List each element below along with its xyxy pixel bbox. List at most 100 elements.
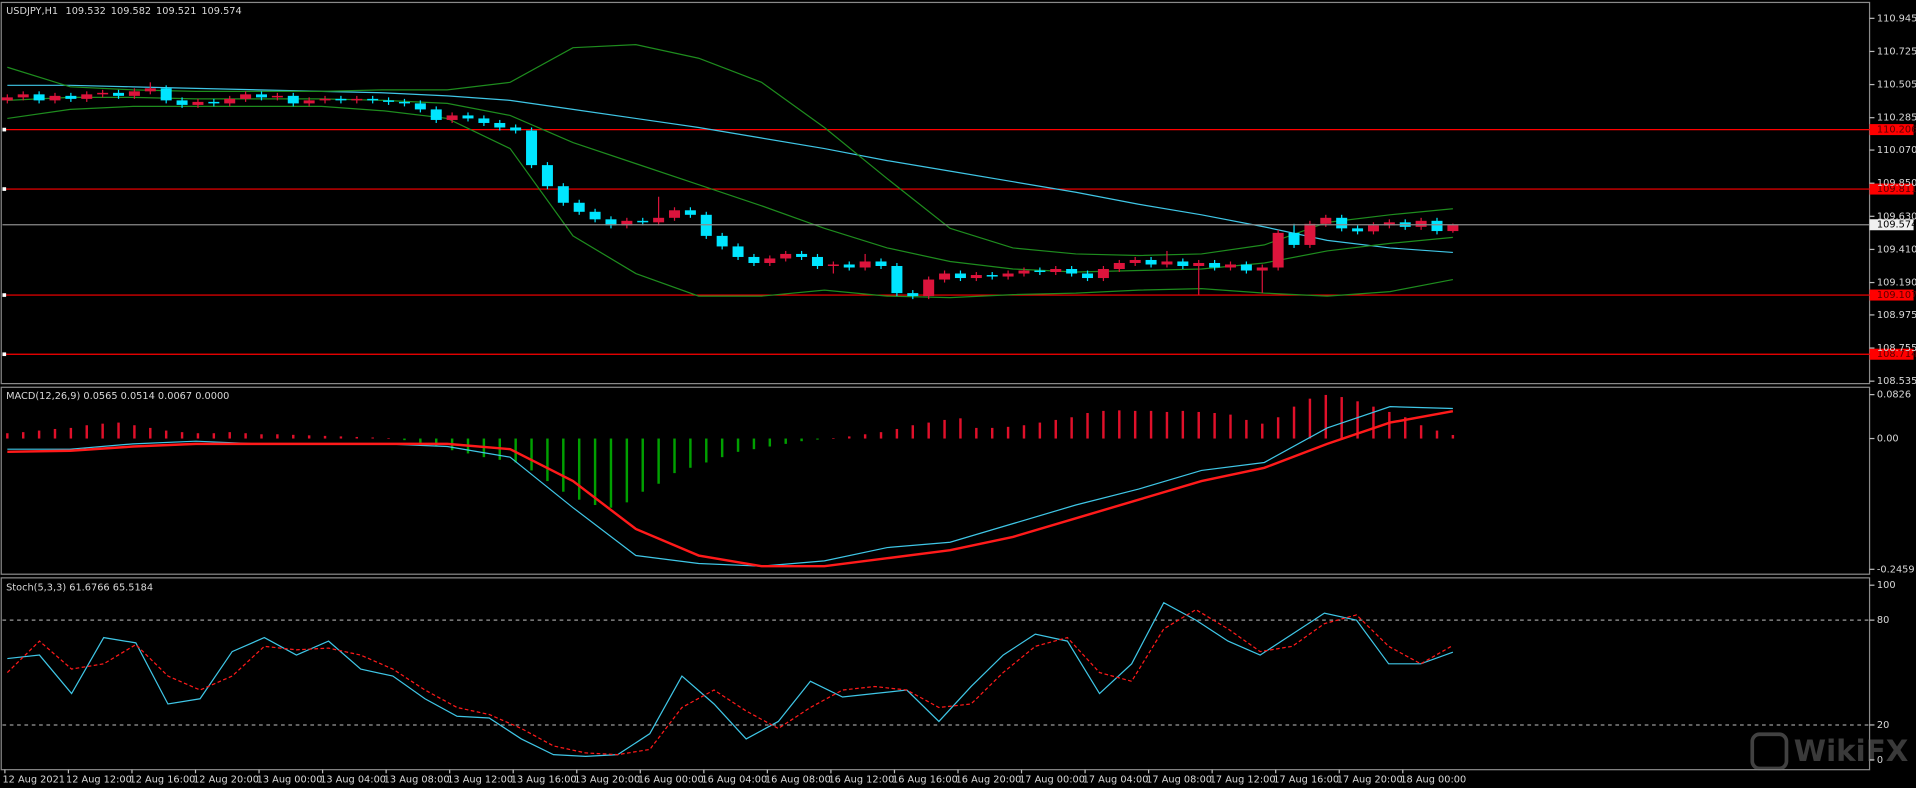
histogram-bar [975, 427, 978, 439]
histogram-bar [403, 438, 406, 441]
watermark-icon [1750, 732, 1789, 771]
candle-body [192, 101, 204, 105]
current-price-label: 109.574 [1877, 220, 1916, 231]
candle-body [383, 100, 395, 102]
candle-body [907, 293, 919, 297]
y-tick-label: 20 [1877, 720, 1889, 731]
candle-body [891, 265, 903, 294]
candle-body [796, 253, 808, 257]
candle-body [17, 94, 29, 98]
candle-body [1066, 269, 1078, 274]
candle-body [1, 97, 13, 101]
candle-body [875, 261, 887, 266]
indicator-line [7, 601, 1454, 758]
histogram-bar [1388, 411, 1391, 439]
candle-body [1161, 261, 1173, 265]
candle-body [144, 88, 156, 92]
level-handle [2, 352, 7, 357]
candle-body [653, 217, 665, 223]
candle-body [1002, 273, 1014, 277]
stoch-title: Stoch(5,3,3) 61.6766 65.5184 [6, 583, 153, 594]
candle-body [398, 101, 410, 104]
candle-body [1415, 220, 1427, 227]
last-close: 109.574 [201, 6, 241, 17]
histogram-bar [784, 438, 787, 444]
candle-body [1256, 267, 1268, 271]
histogram-bar [562, 438, 565, 492]
y-tick-label: 108.755 [1877, 343, 1916, 354]
candle-body [510, 127, 522, 131]
candle-body [1288, 232, 1300, 245]
histogram-bar [164, 430, 168, 439]
x-tick-label: 13 Aug 16:00 [511, 774, 577, 785]
y-tick-label: 109.850 [1877, 178, 1916, 189]
candle-body [1304, 223, 1316, 245]
histogram-bar [959, 418, 962, 439]
candle-body [49, 95, 61, 101]
level-label-box [1869, 348, 1914, 360]
candle-body [541, 165, 553, 187]
candle-body [1209, 262, 1221, 268]
x-tick-label: 13 Aug 20:00 [574, 774, 640, 785]
histogram-bar [1197, 411, 1200, 439]
histogram-bar [1102, 410, 1105, 439]
histogram-bar [419, 438, 422, 443]
indicator-line [7, 84, 1453, 254]
histogram-bar [1451, 434, 1455, 439]
y-tick-label: 0 [1877, 755, 1883, 766]
level-label-box [1869, 124, 1914, 136]
histogram-bar [1419, 425, 1423, 439]
histogram-bar [37, 430, 41, 439]
candle-body [1050, 269, 1062, 273]
candle-body [939, 273, 951, 280]
histogram-bar [149, 427, 152, 439]
histogram-bar [244, 433, 247, 439]
x-tick-label: 12 Aug 20:00 [193, 774, 259, 785]
histogram-bar [1133, 410, 1137, 439]
stoch-panel-frame [0, 577, 1871, 771]
x-tick-label: 16 Aug 00:00 [638, 774, 704, 785]
candle-body [97, 92, 109, 95]
candle-body [1193, 262, 1205, 266]
candle-body [367, 98, 379, 101]
macd-title: MACD(12,26,9) 0.0565 0.0514 0.0067 0.000… [6, 391, 229, 402]
histogram-bar [53, 428, 57, 439]
candle-body [859, 261, 871, 268]
candle-body [1447, 224, 1459, 232]
histogram-bar [117, 422, 120, 439]
histogram-bar [1245, 419, 1248, 439]
candle-body [224, 98, 236, 104]
histogram-bar [101, 423, 104, 439]
candle-body [605, 219, 617, 226]
x-tick-label: 12 Aug 12:00 [66, 774, 132, 785]
histogram-bar [943, 419, 946, 439]
y-tick-label: 110.725 [1877, 46, 1916, 57]
histogram-bar [1356, 401, 1359, 439]
candle-body [33, 94, 45, 101]
histogram-bar [863, 434, 867, 439]
x-tick-label: 12 Aug 2021 [2, 774, 65, 785]
histogram-bar [848, 436, 851, 439]
histogram-bar [657, 438, 660, 484]
candle-body [1272, 232, 1284, 268]
histogram-bar [593, 438, 597, 506]
y-tick-label: 0.00 [1877, 434, 1899, 445]
histogram-bar [6, 433, 9, 439]
candle-body [160, 88, 172, 101]
histogram-bar [705, 438, 708, 463]
histogram-bar [1038, 422, 1042, 439]
x-tick-label: 17 Aug 12:00 [1210, 774, 1276, 785]
main-title: USDJPY,H1 109.532 109.582 109.521 109.574 [6, 6, 242, 17]
histogram-bar [800, 438, 803, 442]
y-tick-label: -0.2459 [1877, 564, 1915, 575]
x-tick-label: 17 Aug 20:00 [1337, 774, 1403, 785]
candle-body [478, 118, 490, 123]
candle-body [462, 115, 474, 119]
candle-body [1336, 217, 1348, 229]
histogram-bar [752, 438, 756, 450]
y-tick-label: 109.410 [1877, 244, 1916, 255]
level-label: 109.811 [1877, 184, 1916, 195]
indicator-line [6, 608, 1454, 756]
histogram-bar [1213, 413, 1216, 439]
